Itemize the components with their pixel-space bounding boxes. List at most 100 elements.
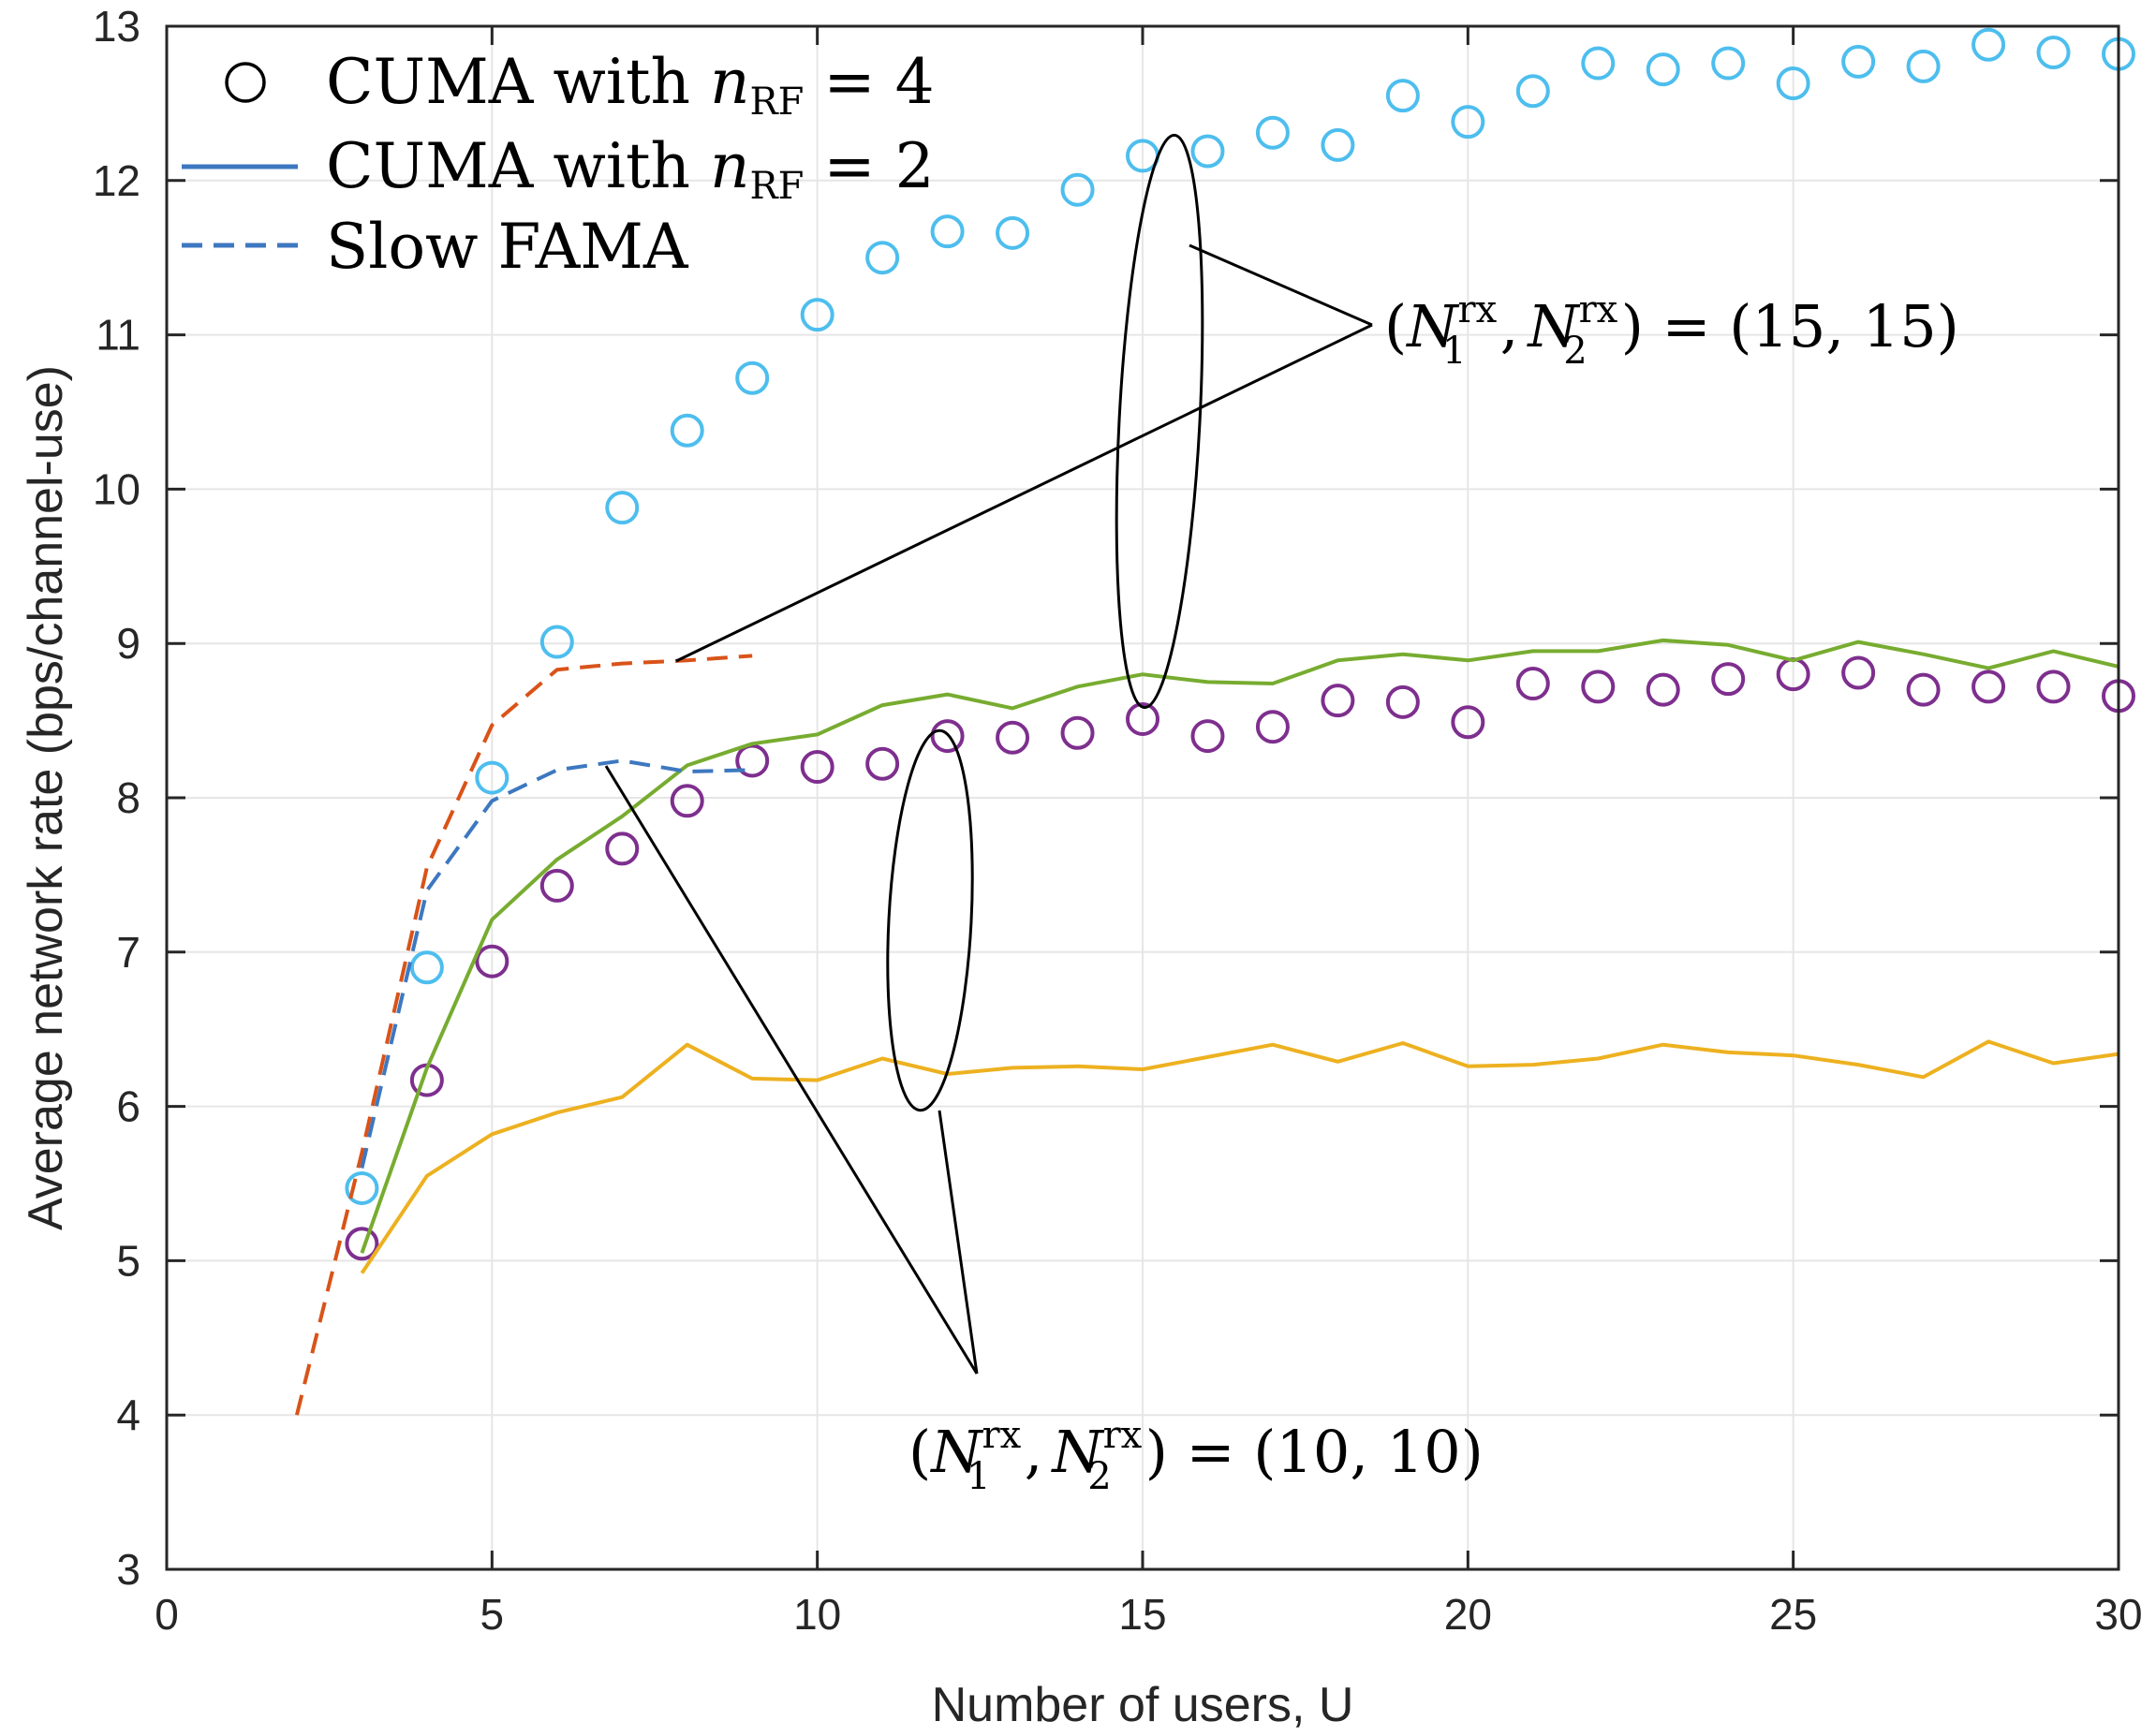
annotation-bottom-n1: N [929, 1418, 984, 1486]
annotation-top-value: (15, 15) [1729, 292, 1959, 360]
data-point [1255, 710, 1290, 744]
data-point [865, 241, 900, 275]
annotation-bottom-value: (10, 10) [1253, 1418, 1484, 1486]
data-point [1906, 672, 1941, 707]
data-point [1060, 172, 1095, 207]
annotation-top-n2: N [1526, 292, 1581, 360]
annotation-top-sup2: rx [1579, 288, 1618, 331]
y-tick-label: 3 [116, 1545, 140, 1594]
data-point [1385, 79, 1420, 113]
data-point [1515, 74, 1550, 109]
legend-label-cuma-nrf2-sub: RF [749, 165, 804, 208]
x-tick-label: 10 [793, 1590, 841, 1639]
x-axis-label: Number of users, U [932, 1678, 1354, 1732]
legend-label-cuma-nrf4-var: n [710, 46, 750, 118]
y-tick-label: 7 [116, 928, 140, 977]
data-point [345, 1227, 379, 1261]
y-tick-label: 9 [116, 619, 140, 668]
annotation-shapes [604, 133, 1373, 1375]
annotation-text-top: (Nrx 1, Nrx 2) = (15, 15) [1384, 288, 1959, 373]
x-tick-label: 15 [1118, 1590, 1166, 1639]
data-point [1971, 669, 2006, 704]
annotation-leader-top-2 [675, 323, 1373, 663]
legend-label-slow-fama-prefix: Slow FAMA [326, 211, 689, 283]
annotation-top-open: ( [1384, 292, 1407, 360]
annotation-bottom-sup2: rx [1103, 1414, 1143, 1457]
data-point [1515, 667, 1550, 701]
data-point [1451, 105, 1485, 140]
series-3 [360, 1039, 2119, 1274]
annotation-bottom-sub2: 2 [1087, 1455, 1111, 1498]
y-tick-label: 4 [116, 1390, 140, 1439]
data-point [1581, 669, 1616, 704]
data-point [735, 360, 770, 395]
y-tick-label: 8 [116, 773, 140, 822]
data-point [1841, 655, 1876, 690]
annotation-bottom-sup1: rx [982, 1414, 1021, 1457]
data-point [996, 215, 1030, 250]
annotation-top-n1: N [1405, 292, 1460, 360]
series-1 [345, 655, 2135, 1261]
data-point [2036, 669, 2071, 704]
annotation-bottom-sub1: 1 [967, 1455, 990, 1498]
data-point [1646, 672, 1680, 707]
y-tick-label: 6 [116, 1082, 140, 1131]
y-tick-label: 12 [93, 156, 140, 205]
x-tick-label: 20 [1444, 1590, 1492, 1639]
data-point [1451, 705, 1485, 740]
data-point [605, 491, 640, 525]
data-point [1711, 46, 1746, 81]
data-point [2036, 36, 2071, 70]
series-2 [360, 638, 2119, 1254]
data-point [1321, 127, 1355, 162]
data-point [345, 1170, 379, 1205]
annotation-top-close: ) [1621, 292, 1644, 360]
x-tick-label: 5 [480, 1590, 505, 1639]
data-point [409, 950, 444, 985]
legend-label-cuma-nrf4: CUMA with nRF = 4 [326, 46, 935, 124]
data-point [1190, 134, 1225, 169]
legend: CUMA with nRF = 4 CUMA with nRF = 2 Slow… [182, 46, 935, 283]
data-point [1776, 66, 1810, 100]
data-point [800, 298, 834, 332]
series-line [360, 638, 2119, 1254]
data-point [1841, 44, 1876, 79]
x-tick-label: 30 [2094, 1590, 2142, 1639]
data-point [1646, 52, 1680, 87]
legend-label-cuma-nrf2-var: n [710, 130, 750, 202]
data-point [1255, 115, 1290, 150]
annotation-bottom-comma: , [1025, 1418, 1043, 1486]
data-point [475, 760, 509, 795]
legend-label-cuma-nrf2: CUMA with nRF = 2 [326, 130, 935, 208]
y-tick-label: 5 [116, 1236, 140, 1285]
annotation-leader-top-1 [1189, 243, 1373, 327]
annotation-bottom-close: ) [1145, 1418, 1168, 1486]
data-point [996, 720, 1030, 755]
data-point [1321, 684, 1355, 718]
annotation-bottom-n2: N [1050, 1418, 1105, 1486]
legend-label-cuma-nrf4-prefix: CUMA with [326, 46, 710, 118]
data-point [930, 719, 965, 754]
legend-label-cuma-nrf4-suffix: = 4 [804, 46, 934, 118]
data-point [735, 743, 770, 778]
data-point [1190, 719, 1225, 754]
annotation-text-bottom: (Nrx 1, Nrx 2) = (10, 10) [908, 1414, 1484, 1498]
data-point [539, 625, 574, 659]
annotation-top-sup1: rx [1457, 288, 1497, 331]
annotation-top-comma: , [1500, 292, 1519, 360]
y-tick-label: 11 [96, 311, 140, 360]
data-point [475, 944, 509, 978]
annotation-ellipse-bottom [886, 728, 974, 1112]
data-point [1971, 27, 2006, 62]
annotation-top-sub1: 1 [1442, 330, 1466, 373]
series-0 [345, 27, 2135, 1205]
annotation-top-eq: = [1644, 292, 1729, 360]
data-point [539, 868, 574, 903]
data-point [1906, 49, 1941, 83]
series-line [360, 1039, 2119, 1274]
data-point [930, 214, 965, 249]
data-point [1711, 662, 1746, 697]
